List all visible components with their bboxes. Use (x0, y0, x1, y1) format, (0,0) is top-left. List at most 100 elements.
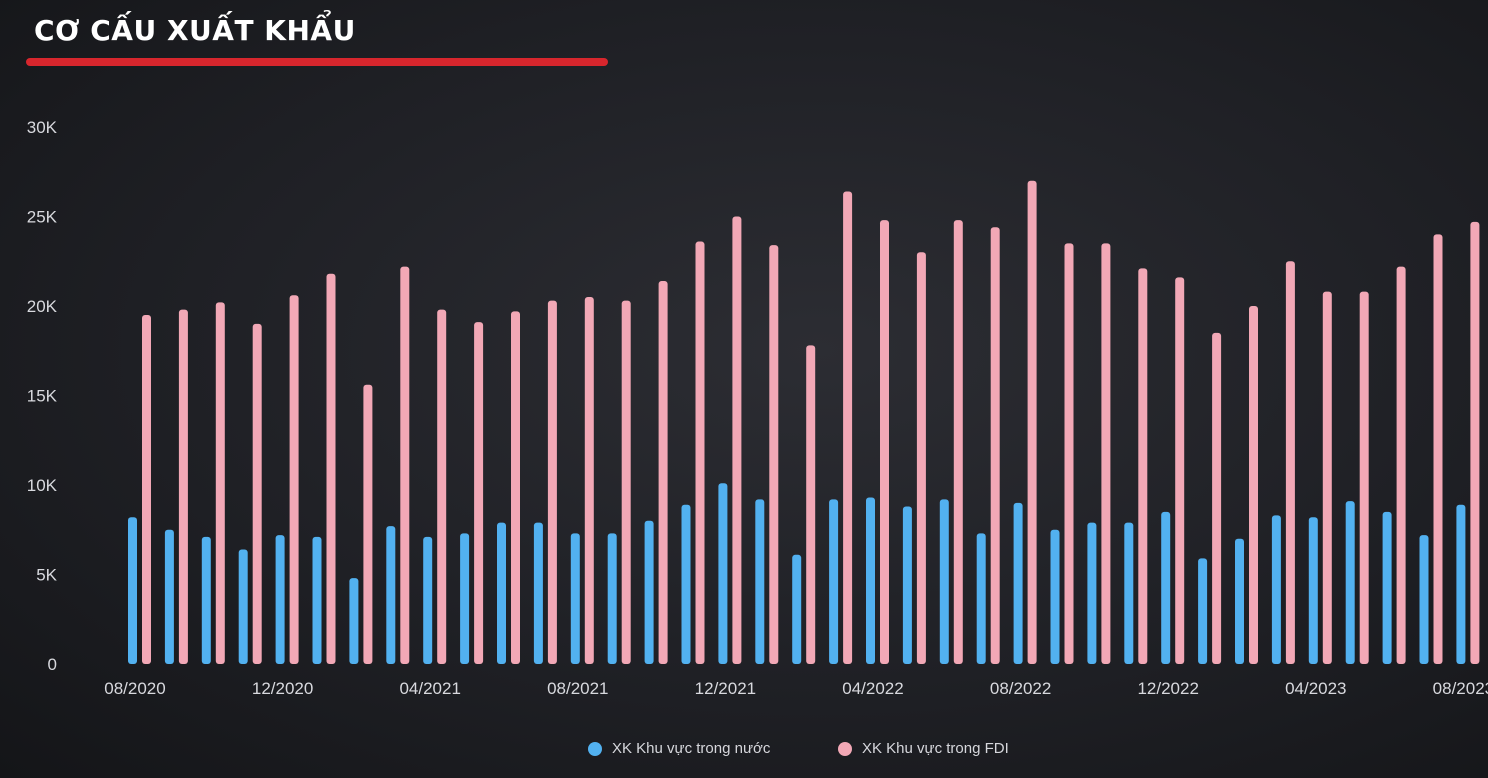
bar-domestic[interactable] (570, 533, 580, 664)
y-tick-label: 5K (36, 566, 57, 585)
legend-swatch-domestic (588, 741, 602, 756)
bar-fdi[interactable] (953, 220, 963, 664)
bar-fdi[interactable] (1064, 243, 1074, 664)
bar-fdi[interactable] (252, 323, 262, 664)
x-tick-label: 08/2021 (547, 679, 608, 698)
bar-fdi[interactable] (769, 245, 779, 664)
x-tick-label: 04/2023 (1285, 679, 1346, 698)
bar-domestic[interactable] (829, 499, 839, 664)
bar-fdi[interactable] (474, 322, 484, 664)
bar-domestic[interactable] (866, 497, 875, 664)
x-tick-label: 12/2021 (695, 679, 756, 698)
bar-fdi[interactable] (990, 227, 1000, 665)
y-tick-label: 0 (48, 655, 57, 674)
bar-fdi[interactable] (843, 191, 853, 664)
bar-fdi[interactable] (621, 300, 631, 664)
bar-fdi[interactable] (658, 280, 668, 664)
bar-domestic[interactable] (1308, 517, 1318, 664)
bar-fdi[interactable] (142, 314, 151, 664)
bar-fdi[interactable] (289, 295, 299, 664)
x-tick-label: 08/2022 (990, 679, 1051, 698)
bar-domestic[interactable] (460, 533, 470, 664)
legend-item-domestic[interactable]: XK Khu vực trong nước (588, 740, 770, 757)
chart-legend: XK Khu vực trong nước XK Khu vực trong F… (0, 740, 1488, 766)
bar-fdi[interactable] (1101, 243, 1111, 664)
bar-domestic[interactable] (755, 499, 765, 664)
bar-fdi[interactable] (215, 302, 225, 664)
bar-fdi[interactable] (1249, 306, 1258, 664)
bar-domestic[interactable] (238, 549, 248, 664)
x-tick-label: 04/2021 (399, 679, 460, 698)
bar-fdi[interactable] (400, 266, 410, 664)
bar-fdi[interactable] (511, 311, 520, 664)
bar-domestic[interactable] (423, 536, 433, 664)
bar-domestic[interactable] (607, 533, 617, 664)
x-tick-label: 08/2020 (104, 679, 165, 698)
bar-fdi[interactable] (363, 384, 373, 664)
bar-domestic[interactable] (902, 506, 912, 664)
bar-domestic[interactable] (1124, 522, 1134, 664)
bar-domestic[interactable] (644, 520, 654, 664)
bar-domestic[interactable] (1235, 538, 1244, 664)
bar-fdi[interactable] (880, 220, 889, 664)
x-tick-label: 12/2022 (1137, 679, 1198, 698)
bar-fdi[interactable] (1285, 261, 1295, 664)
bar-fdi[interactable] (1396, 266, 1406, 664)
bar-domestic[interactable] (533, 522, 543, 664)
bar-domestic[interactable] (718, 483, 728, 664)
bar-fdi[interactable] (916, 252, 926, 665)
bar-domestic[interactable] (312, 536, 322, 664)
bar-fdi[interactable] (1322, 291, 1332, 664)
x-tick-label: 04/2022 (842, 679, 903, 698)
legend-label-fdi: XK Khu vực trong FDI (862, 740, 1009, 757)
bar-fdi[interactable] (1027, 180, 1037, 664)
x-tick-label: 12/2020 (252, 679, 313, 698)
bar-fdi[interactable] (806, 345, 816, 664)
bar-fdi[interactable] (695, 241, 705, 664)
bar-fdi[interactable] (1359, 291, 1369, 664)
chart-title: CƠ CẤU XUẤT KHẨU (34, 14, 356, 47)
y-tick-label: 10K (27, 476, 58, 495)
bar-fdi[interactable] (178, 309, 188, 664)
bar-domestic[interactable] (386, 526, 396, 664)
y-tick-label: 30K (27, 118, 58, 137)
bar-domestic[interactable] (1161, 511, 1171, 664)
bar-domestic[interactable] (1087, 522, 1097, 664)
bar-domestic[interactable] (976, 533, 986, 664)
bar-domestic[interactable] (1050, 529, 1060, 664)
bar-domestic[interactable] (128, 517, 137, 664)
bar-domestic[interactable] (1456, 504, 1466, 664)
bar-domestic[interactable] (497, 522, 506, 664)
title-underline (26, 58, 608, 66)
legend-item-fdi[interactable]: XK Khu vực trong FDI (838, 740, 1009, 757)
x-tick-label: 08/2023 (1433, 679, 1488, 698)
y-tick-label: 20K (27, 297, 58, 316)
bar-fdi[interactable] (732, 216, 742, 665)
bar-fdi[interactable] (1138, 268, 1148, 664)
bar-fdi[interactable] (1175, 277, 1185, 664)
bar-domestic[interactable] (349, 578, 359, 664)
bar-domestic[interactable] (1345, 501, 1355, 664)
bar-domestic[interactable] (792, 554, 802, 664)
bar-fdi[interactable] (1212, 332, 1222, 664)
bar-fdi[interactable] (547, 300, 557, 664)
legend-swatch-fdi (838, 741, 852, 756)
bar-domestic[interactable] (1198, 558, 1208, 664)
bar-domestic[interactable] (201, 536, 211, 664)
bar-domestic[interactable] (939, 499, 949, 664)
bar-domestic[interactable] (1271, 515, 1281, 664)
bar-domestic[interactable] (164, 529, 174, 664)
y-tick-label: 15K (27, 387, 58, 406)
bar-fdi[interactable] (584, 297, 594, 664)
bar-domestic[interactable] (1382, 511, 1392, 664)
bar-domestic[interactable] (1419, 535, 1429, 664)
bar-fdi[interactable] (326, 273, 336, 664)
bar-fdi[interactable] (437, 309, 447, 664)
bar-domestic[interactable] (275, 535, 285, 664)
bar-chart: 0 5K 10K 15K 20K 25K 30K 08/2020 12/2020 04/2021 0… (27, 118, 1488, 698)
y-tick-label: 25K (27, 208, 58, 227)
bar-fdi[interactable] (1470, 221, 1480, 664)
bar-fdi[interactable] (1433, 234, 1443, 664)
bar-domestic[interactable] (1013, 502, 1023, 664)
bar-domestic[interactable] (681, 504, 691, 664)
